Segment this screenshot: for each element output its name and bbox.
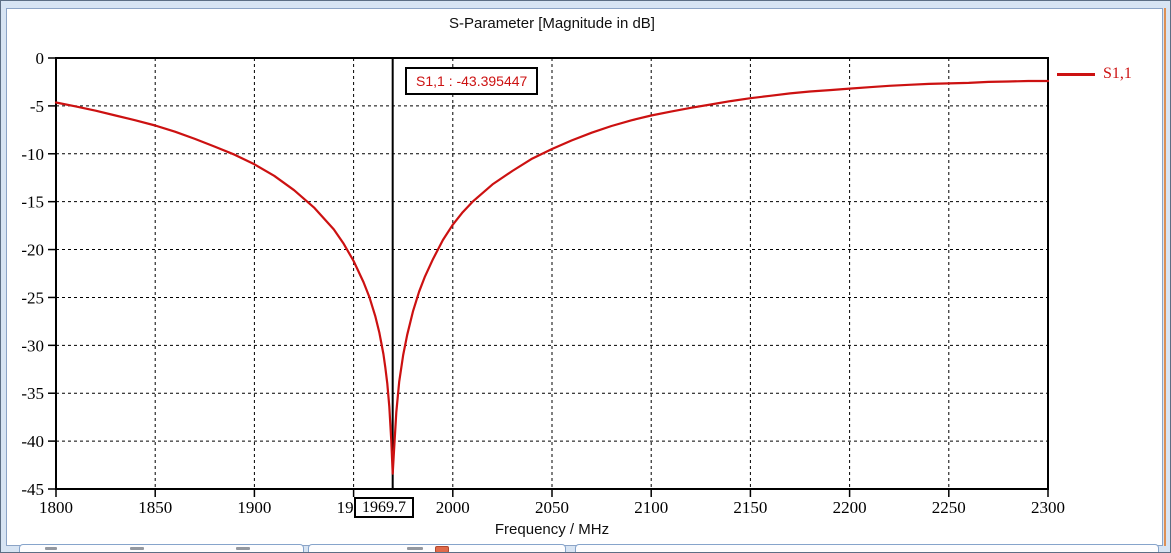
- x-tick-label: 1900: [237, 498, 271, 517]
- legend: S1,1: [1057, 65, 1132, 83]
- result-tab-3[interactable]: [575, 544, 1159, 552]
- result-tab-2[interactable]: [308, 544, 566, 552]
- tab-label-fragment: [130, 547, 144, 550]
- panel-splitter[interactable]: [1164, 8, 1166, 546]
- tab-label-fragment: [45, 547, 57, 550]
- s-parameter-plot-panel: 1800185019001950200020502100215022002250…: [6, 8, 1163, 546]
- x-tick-label: 2300: [1031, 498, 1065, 517]
- marker-value-text: S1,1 : -43.395447: [416, 73, 528, 89]
- legend-series-label: S1,1: [1103, 65, 1132, 82]
- y-tick-label: -5: [30, 97, 44, 116]
- y-tick-label: -30: [21, 336, 44, 355]
- x-axis-title: Frequency / MHz: [494, 521, 610, 538]
- y-tick-label: -20: [21, 241, 44, 260]
- x-tick-label: 2100: [634, 498, 668, 517]
- legend-line-swatch: [1057, 72, 1095, 76]
- x-tick-label: 2250: [932, 498, 966, 517]
- y-tick-label: -40: [21, 432, 44, 451]
- result-tab-1[interactable]: [19, 544, 304, 552]
- x-tick-label: 1800: [39, 498, 73, 517]
- x-tick-label: 2000: [436, 498, 470, 517]
- marker-value-label[interactable]: S1,1 : -43.395447: [405, 67, 539, 95]
- bottom-tab-strip: [7, 543, 1159, 552]
- s11-curve[interactable]: [54, 79, 1050, 475]
- y-tick-label: -25: [21, 288, 44, 307]
- y-tick-label: -15: [21, 193, 44, 212]
- tab-label-fragment: [407, 547, 423, 550]
- x-tick-label: 2200: [833, 498, 867, 517]
- x-tick-label: 2050: [535, 498, 569, 517]
- y-tick-label: 0: [36, 49, 45, 68]
- plot-canvas[interactable]: 1800185019001950200020502100215022002250…: [7, 9, 1162, 545]
- x-tick-label: 2150: [733, 498, 767, 517]
- x-tick-label: 1850: [138, 498, 172, 517]
- y-tick-label: -45: [21, 480, 44, 499]
- tab-document-icon: [435, 546, 449, 552]
- y-tick-label: -35: [21, 384, 44, 403]
- chart-title: S-Parameter [Magnitude in dB]: [449, 15, 655, 32]
- marker-frequency-text: 1969.7: [362, 499, 406, 516]
- marker-frequency-box[interactable]: 1969.7: [354, 497, 414, 518]
- y-tick-label: -10: [21, 145, 44, 164]
- tab-label-fragment: [236, 547, 250, 550]
